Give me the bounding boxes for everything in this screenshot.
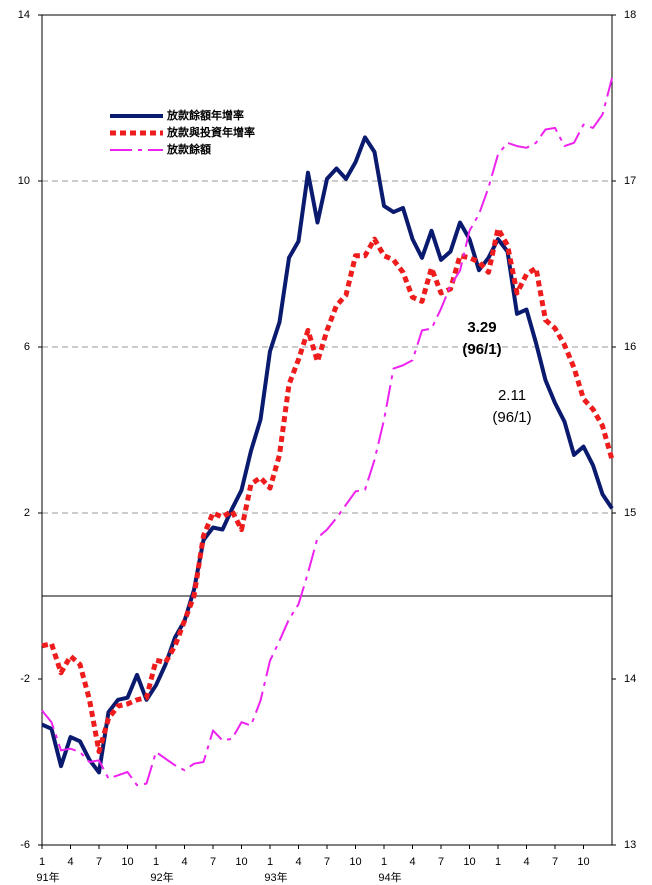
- x-tick-label: 7: [210, 856, 216, 868]
- x-tick-label: 10: [235, 856, 247, 868]
- x-tick-label: 10: [577, 856, 589, 868]
- plot-frame: [41, 14, 613, 846]
- legend-label: 放款餘額年增率: [166, 108, 244, 122]
- x-tick-label: 1: [153, 856, 159, 868]
- x-tick-label: 4: [181, 856, 187, 868]
- y-tick-label: -6: [20, 839, 30, 851]
- series-line: [41, 77, 613, 787]
- y2-tick-label: 15: [624, 507, 636, 519]
- annotation: 3.29: [467, 319, 496, 336]
- year-label: 93年: [264, 870, 287, 884]
- series-line: [41, 226, 615, 755]
- y2-tick-label: 13: [624, 839, 636, 851]
- legend-label: 放款與投資年增率: [166, 125, 255, 139]
- x-tick-label: 1: [381, 856, 387, 868]
- series-line: [41, 135, 614, 775]
- y-tick-label: 10: [18, 175, 30, 187]
- y-tick-label: 2: [24, 507, 30, 519]
- year-label: 92年: [150, 870, 173, 884]
- y2-tick-label: 18: [624, 9, 636, 21]
- y-tick-label: 6: [24, 341, 30, 353]
- annotation: (96/1): [492, 409, 531, 426]
- year-label: 91年: [36, 870, 59, 884]
- y2-tick-label: 17: [624, 175, 636, 187]
- y2-tick-label: 14: [624, 673, 636, 685]
- x-tick-label: 7: [324, 856, 330, 868]
- y2-tick-label: 16: [624, 341, 636, 353]
- annotation: 2.11: [498, 387, 526, 404]
- x-tick-label: 1: [495, 856, 501, 868]
- y-tick-label: 14: [18, 9, 30, 21]
- x-tick-label: 7: [96, 856, 102, 868]
- x-tick-label: 4: [409, 856, 415, 868]
- x-tick-label: 10: [121, 856, 133, 868]
- legend-label: 放款餘額: [166, 142, 211, 156]
- x-tick-label: 7: [438, 856, 444, 868]
- x-tick-label: 4: [523, 856, 529, 868]
- x-tick-label: 4: [295, 856, 301, 868]
- x-tick-label: 1: [39, 856, 45, 868]
- x-tick-label: 1: [267, 856, 273, 868]
- x-tick-label: 10: [463, 856, 475, 868]
- annotation: (96/1): [462, 341, 501, 358]
- x-tick-label: 10: [349, 856, 361, 868]
- x-tick-label: 7: [552, 856, 558, 868]
- year-label: 94年: [378, 870, 401, 884]
- x-tick-label: 4: [67, 856, 73, 868]
- y-tick-label: -2: [20, 673, 30, 685]
